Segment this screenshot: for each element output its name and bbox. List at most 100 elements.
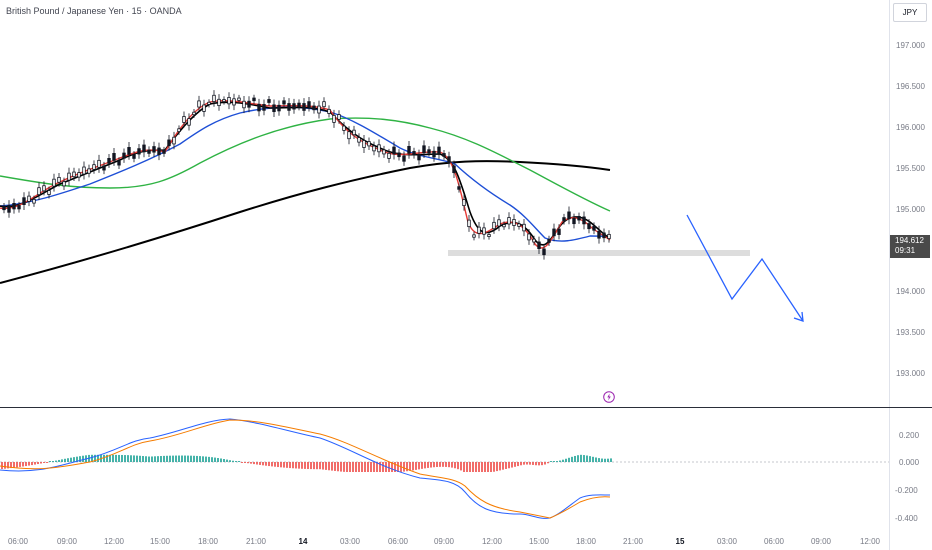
histogram-bar xyxy=(418,462,420,470)
candle-body xyxy=(192,111,196,116)
candle-body xyxy=(602,232,606,239)
histogram-bar xyxy=(442,462,444,467)
candle-body xyxy=(572,217,576,225)
histogram-bar xyxy=(229,460,231,462)
histogram-bar xyxy=(586,455,588,462)
candle-body xyxy=(62,181,66,187)
candle-body xyxy=(507,217,511,225)
histogram-bar xyxy=(79,456,81,462)
candle-body xyxy=(17,205,21,210)
candle-body xyxy=(332,114,336,123)
candle-body xyxy=(127,147,131,155)
histogram-bar xyxy=(262,462,264,466)
histogram-bar xyxy=(481,462,483,472)
histogram-bar xyxy=(598,458,600,462)
candle-body xyxy=(87,168,91,174)
histogram-bar xyxy=(304,462,306,469)
candle-body xyxy=(347,131,351,140)
histogram-bar xyxy=(64,458,66,462)
candle-body xyxy=(442,153,446,157)
histogram-bar xyxy=(358,462,360,472)
histogram-bar xyxy=(451,462,453,468)
histogram-bar xyxy=(160,456,162,462)
histogram-bar xyxy=(583,455,585,462)
histogram-bar xyxy=(559,460,561,462)
candle-body xyxy=(422,145,426,154)
candle-body xyxy=(72,171,76,178)
histogram-bar xyxy=(232,460,234,462)
candle-body xyxy=(407,145,411,154)
histogram-bar xyxy=(148,456,150,462)
histogram-bar xyxy=(574,455,576,462)
histogram-bar xyxy=(172,455,174,462)
histogram-bar xyxy=(334,462,336,471)
candle-body xyxy=(567,211,571,220)
histogram-bar xyxy=(103,454,105,462)
support-zone xyxy=(448,250,750,256)
candle-body xyxy=(432,150,436,158)
histogram-bar xyxy=(430,462,432,468)
histogram-bar xyxy=(142,456,144,462)
candle-body xyxy=(22,197,26,205)
histogram-bar xyxy=(463,462,465,472)
histogram-bar xyxy=(310,462,312,470)
candle-body xyxy=(467,219,471,228)
histogram-bar xyxy=(193,455,195,462)
histogram-bar xyxy=(433,462,435,468)
candle-body xyxy=(67,172,71,181)
pane-divider[interactable] xyxy=(0,407,932,408)
candle-body xyxy=(167,139,171,147)
candle-body xyxy=(147,149,151,154)
candle-body xyxy=(57,176,61,183)
histogram-bar xyxy=(601,458,603,462)
candle-body xyxy=(322,101,326,108)
histogram-bar xyxy=(394,462,396,472)
bar-countdown: 09:31 xyxy=(895,246,916,255)
ma-green xyxy=(0,117,611,212)
time-label: 09:00 xyxy=(433,537,455,546)
price-label: 196.000 xyxy=(896,123,925,132)
histogram-bar xyxy=(424,462,426,469)
histogram-bar xyxy=(238,461,240,462)
candle-body xyxy=(37,187,41,196)
time-label: 18:00 xyxy=(197,537,219,546)
histogram-bar xyxy=(49,461,51,462)
candle-body xyxy=(397,152,401,158)
histogram-bar xyxy=(247,462,249,464)
candle-body xyxy=(557,228,561,235)
candle-body xyxy=(342,125,346,131)
histogram-bar xyxy=(217,458,219,462)
histogram-bar xyxy=(580,454,582,462)
candle-body xyxy=(287,103,291,111)
histogram-bar xyxy=(241,462,243,463)
histogram-bar xyxy=(568,457,570,462)
histogram-bar xyxy=(577,455,579,462)
candle-body xyxy=(512,219,516,226)
histogram-bar xyxy=(46,462,48,463)
candle-body xyxy=(307,101,311,108)
histogram-bar xyxy=(382,462,384,472)
histogram-bar xyxy=(595,457,597,462)
chart-title: British Pound / Japanese Yen · 15 · OAND… xyxy=(6,6,182,16)
candle-body xyxy=(232,98,236,106)
candle-body xyxy=(272,104,276,113)
candle-body xyxy=(122,152,126,159)
histogram-bar xyxy=(274,462,276,467)
histogram-bar xyxy=(520,462,522,466)
histogram-bar xyxy=(283,462,285,468)
histogram-bar xyxy=(469,462,471,472)
candle-body xyxy=(357,137,361,143)
currency-button[interactable]: JPY xyxy=(893,3,927,22)
histogram-bar xyxy=(127,455,129,462)
time-label: 06:00 xyxy=(387,537,409,546)
lightning-icon[interactable] xyxy=(603,391,615,403)
time-label: 21:00 xyxy=(622,537,644,546)
signal-line xyxy=(0,419,611,519)
candle-body xyxy=(462,199,466,207)
candle-body xyxy=(42,185,46,192)
candle-body xyxy=(157,147,161,156)
candle-body xyxy=(417,154,421,161)
histogram-bar xyxy=(124,455,126,462)
histogram-bar xyxy=(475,462,477,472)
